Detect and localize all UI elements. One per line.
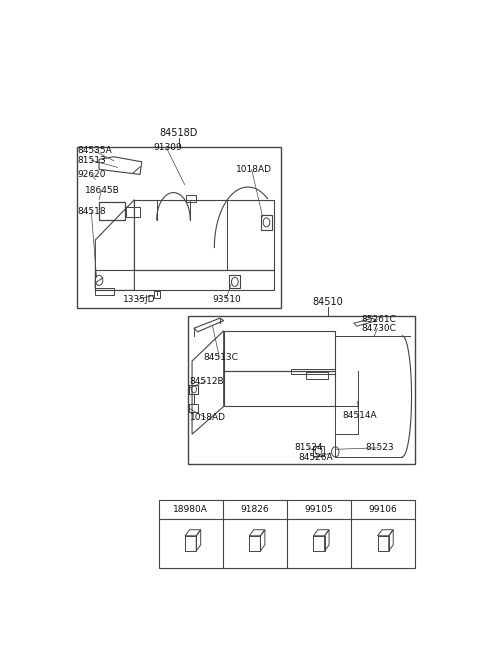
Text: 84535A: 84535A xyxy=(78,146,113,155)
Bar xyxy=(305,372,328,379)
Text: 91826: 91826 xyxy=(240,505,269,514)
Bar xyxy=(378,536,389,551)
Text: 18645B: 18645B xyxy=(85,186,120,195)
Text: 99105: 99105 xyxy=(305,505,334,514)
Bar xyxy=(313,536,324,551)
Bar xyxy=(126,207,140,217)
Text: 92620: 92620 xyxy=(78,170,107,179)
Bar xyxy=(313,446,324,456)
Bar xyxy=(186,195,196,202)
Text: 84513C: 84513C xyxy=(203,352,238,362)
Bar xyxy=(190,404,198,413)
Bar xyxy=(261,215,272,230)
Bar xyxy=(188,316,415,464)
Bar xyxy=(99,202,125,220)
Bar xyxy=(77,147,281,308)
Text: 84518D: 84518D xyxy=(160,128,198,138)
Bar xyxy=(229,275,240,288)
Bar xyxy=(249,536,261,551)
Text: 1018AD: 1018AD xyxy=(236,165,272,174)
Text: 99106: 99106 xyxy=(369,505,397,514)
Text: 84510: 84510 xyxy=(312,297,343,307)
Text: 84514A: 84514A xyxy=(343,411,377,420)
Text: 84526A: 84526A xyxy=(298,453,333,462)
Text: 84730C: 84730C xyxy=(361,324,396,333)
Text: 84512B: 84512B xyxy=(190,377,224,386)
Text: 81523: 81523 xyxy=(365,443,394,453)
Text: 81524: 81524 xyxy=(294,443,323,453)
Text: 81513: 81513 xyxy=(78,156,107,165)
Text: 91309: 91309 xyxy=(153,143,182,152)
Text: 85261C: 85261C xyxy=(361,314,396,324)
Text: 18980A: 18980A xyxy=(173,505,208,514)
Text: 93510: 93510 xyxy=(213,295,241,303)
Bar xyxy=(185,536,196,551)
Bar xyxy=(190,385,198,394)
Text: 1018AD: 1018AD xyxy=(190,413,226,422)
Text: 84518: 84518 xyxy=(78,207,107,215)
Bar xyxy=(158,500,415,568)
Text: 1335JD: 1335JD xyxy=(122,295,155,303)
Bar xyxy=(154,291,160,298)
